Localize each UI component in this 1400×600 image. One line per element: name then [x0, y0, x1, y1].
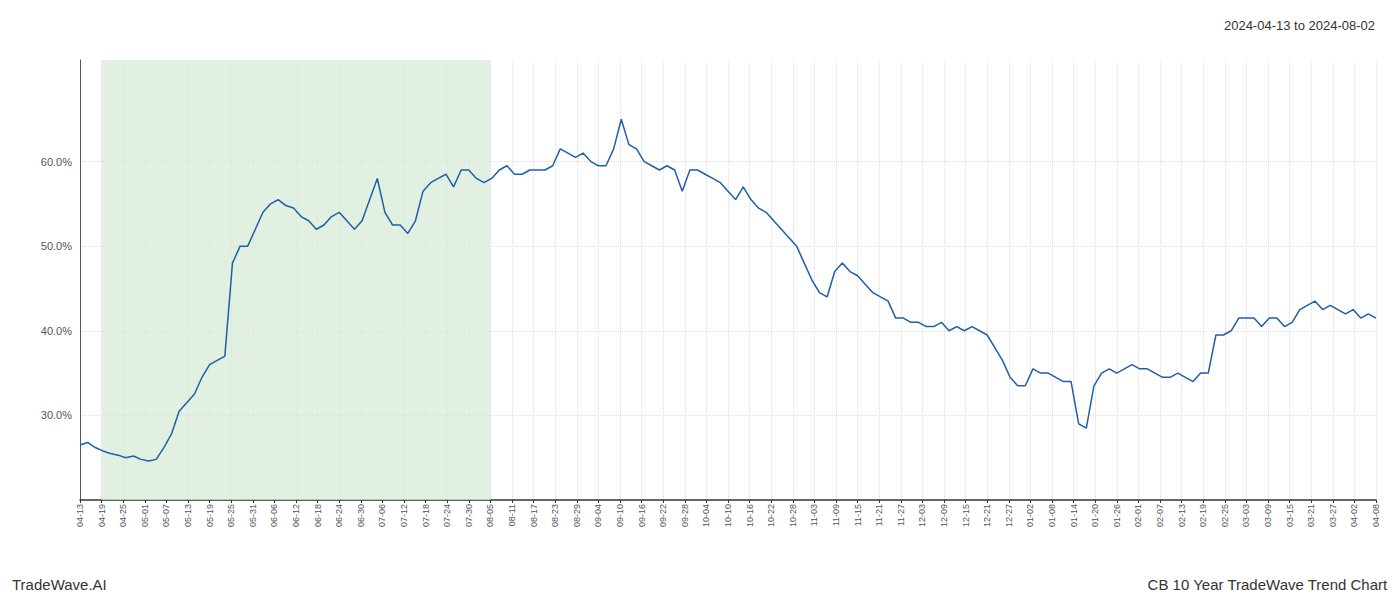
svg-text:11-09: 11-09: [831, 504, 841, 526]
svg-text:01-26: 01-26: [1112, 504, 1122, 527]
svg-text:02-01: 02-01: [1133, 504, 1143, 527]
svg-text:05-01: 05-01: [140, 504, 150, 527]
svg-text:09-04: 09-04: [593, 504, 603, 527]
svg-text:02-13: 02-13: [1177, 504, 1187, 527]
svg-text:04-25: 04-25: [118, 504, 128, 527]
svg-text:09-28: 09-28: [680, 504, 690, 527]
svg-text:01-02: 01-02: [1025, 504, 1035, 527]
svg-text:12-27: 12-27: [1004, 504, 1014, 527]
svg-text:11-27: 11-27: [896, 504, 906, 526]
svg-text:04-02: 04-02: [1349, 504, 1359, 527]
svg-text:12-09: 12-09: [939, 504, 949, 527]
svg-text:05-13: 05-13: [183, 504, 193, 527]
svg-text:07-24: 07-24: [442, 504, 452, 527]
svg-text:60.0%: 60.0%: [41, 156, 72, 168]
svg-text:12-21: 12-21: [982, 504, 992, 527]
svg-text:03-09: 03-09: [1263, 504, 1273, 527]
svg-text:10-16: 10-16: [745, 504, 755, 527]
svg-text:09-22: 09-22: [658, 504, 668, 527]
svg-text:07-06: 07-06: [377, 504, 387, 527]
svg-text:06-06: 06-06: [269, 504, 279, 527]
svg-text:05-19: 05-19: [205, 504, 215, 527]
svg-text:07-12: 07-12: [399, 504, 409, 527]
svg-text:03-15: 03-15: [1285, 504, 1295, 527]
svg-text:08-17: 08-17: [529, 504, 539, 527]
svg-text:08-05: 08-05: [485, 504, 495, 527]
svg-text:12-15: 12-15: [961, 504, 971, 527]
svg-text:03-21: 03-21: [1306, 504, 1316, 527]
svg-text:02-25: 02-25: [1220, 504, 1230, 527]
svg-text:12-03: 12-03: [917, 504, 927, 527]
svg-text:03-27: 03-27: [1328, 504, 1338, 527]
svg-text:06-24: 06-24: [334, 504, 344, 527]
svg-text:10-28: 10-28: [788, 504, 798, 527]
svg-text:03-03: 03-03: [1241, 504, 1251, 527]
svg-text:08-11: 08-11: [507, 504, 517, 526]
svg-text:04-13: 04-13: [75, 504, 85, 527]
svg-text:30.0%: 30.0%: [41, 409, 72, 421]
svg-text:2024-04-13 to 2024-08-02: 2024-04-13 to 2024-08-02: [1224, 18, 1375, 33]
svg-text:40.0%: 40.0%: [41, 325, 72, 337]
svg-text:10-22: 10-22: [766, 504, 776, 527]
svg-text:08-23: 08-23: [550, 504, 560, 527]
svg-text:01-14: 01-14: [1069, 504, 1079, 527]
svg-text:09-16: 09-16: [637, 504, 647, 527]
svg-text:11-21: 11-21: [874, 504, 884, 526]
svg-text:CB 10 Year TradeWave Trend Cha: CB 10 Year TradeWave Trend Chart: [1148, 576, 1388, 593]
svg-text:07-18: 07-18: [421, 504, 431, 527]
svg-text:05-25: 05-25: [226, 504, 236, 527]
svg-text:07-30: 07-30: [464, 504, 474, 527]
svg-text:10-04: 10-04: [701, 504, 711, 527]
svg-text:02-07: 02-07: [1155, 504, 1165, 527]
svg-text:01-20: 01-20: [1090, 504, 1100, 527]
svg-text:06-18: 06-18: [313, 504, 323, 527]
svg-text:05-07: 05-07: [161, 504, 171, 527]
svg-text:01-08: 01-08: [1047, 504, 1057, 527]
svg-text:TradeWave.AI: TradeWave.AI: [12, 576, 107, 593]
svg-text:06-12: 06-12: [291, 504, 301, 527]
svg-text:11-15: 11-15: [853, 504, 863, 526]
svg-text:04-08: 04-08: [1371, 504, 1381, 527]
svg-text:11-03: 11-03: [809, 504, 819, 526]
svg-text:10-10: 10-10: [723, 504, 733, 527]
svg-text:05-31: 05-31: [248, 504, 258, 527]
svg-text:06-30: 06-30: [356, 504, 366, 527]
svg-text:09-10: 09-10: [615, 504, 625, 527]
svg-text:50.0%: 50.0%: [41, 240, 72, 252]
svg-text:08-29: 08-29: [572, 504, 582, 527]
svg-text:02-19: 02-19: [1198, 504, 1208, 527]
svg-text:04-19: 04-19: [97, 504, 107, 527]
